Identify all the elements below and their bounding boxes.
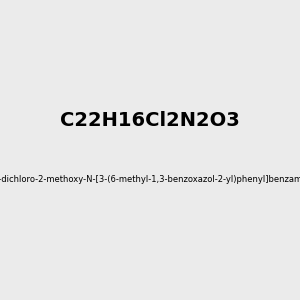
Text: C22H16Cl2N2O3: C22H16Cl2N2O3: [60, 110, 240, 130]
Text: 3,5-dichloro-2-methoxy-N-[3-(6-methyl-1,3-benzoxazol-2-yl)phenyl]benzamide: 3,5-dichloro-2-methoxy-N-[3-(6-methyl-1,…: [0, 176, 300, 184]
